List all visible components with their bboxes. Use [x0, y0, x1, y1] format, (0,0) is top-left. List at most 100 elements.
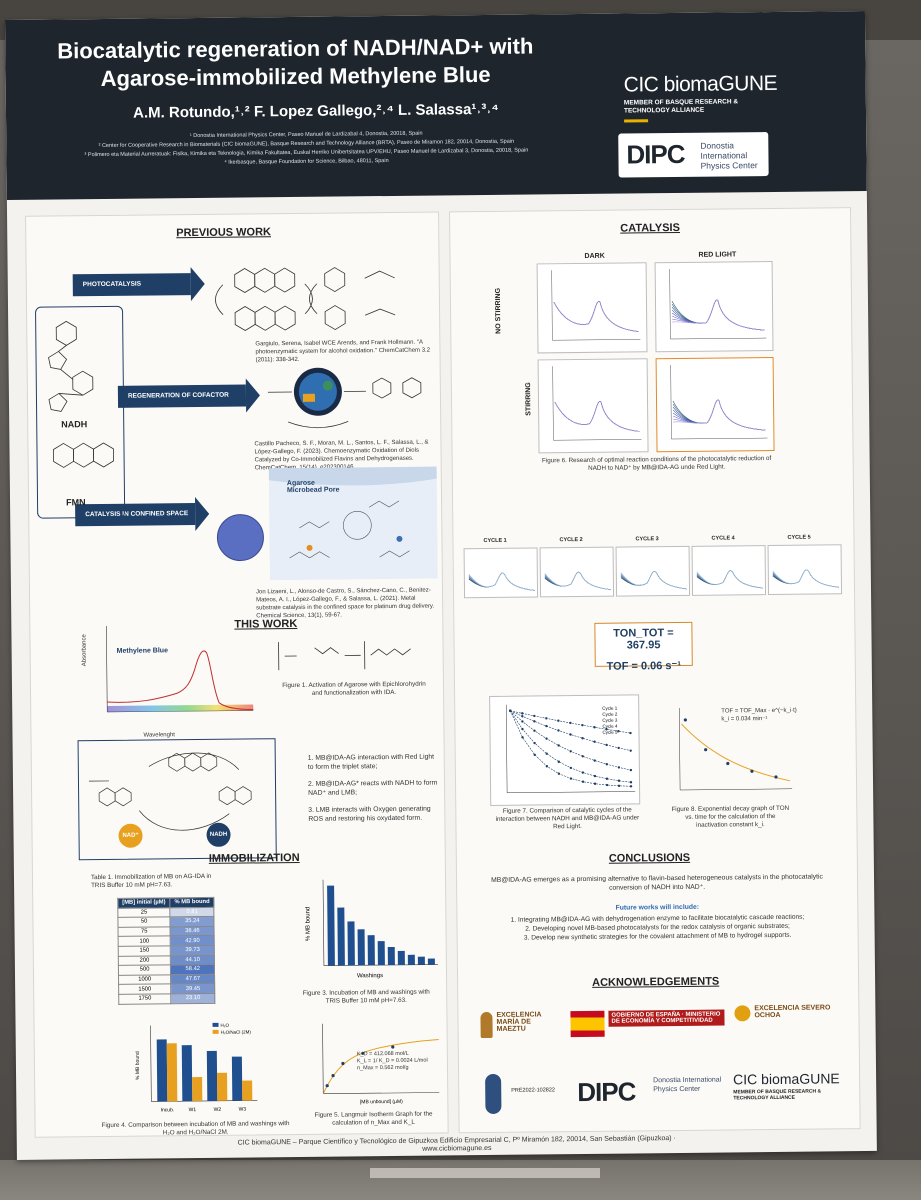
- paper-strip: [370, 1168, 600, 1178]
- uv-vis-spectra: [551, 270, 641, 341]
- spectrum-line: [772, 569, 840, 588]
- spectrum-line: [544, 571, 612, 590]
- conc-cell: 50: [117, 917, 171, 928]
- spectrum-line: [553, 301, 639, 332]
- cycle-label: CYCLE 5: [787, 534, 811, 541]
- dipc-ack-mark: DIPC: [577, 1076, 636, 1108]
- data-point: [726, 761, 730, 766]
- fig3-xlabel: Washings: [357, 973, 383, 979]
- stirring-label: STIRRING: [525, 382, 532, 416]
- figure-8-caption: Figure 8. Exponential decay graph of TON…: [671, 804, 790, 829]
- spectrum-line: [468, 572, 536, 591]
- agarose-activation-scheme: [278, 641, 411, 671]
- data-point: [331, 1074, 335, 1078]
- data-point: [629, 781, 633, 784]
- data-point: [593, 774, 597, 778]
- spectrum-line: [672, 399, 766, 431]
- cycle-label: CYCLE 3: [635, 536, 659, 543]
- cycle-label: CYCLE 1: [483, 537, 507, 545]
- bar: [387, 946, 395, 966]
- dipc-name: Donostia International Physics Center: [700, 140, 758, 171]
- fit-curve: [681, 723, 791, 782]
- mechanism-steps: 1. MB@IDA-AG interaction with Red Light …: [308, 753, 439, 824]
- fig4-tick: W3: [239, 1107, 247, 1113]
- table-header: [MB] initial (µM): [117, 897, 171, 908]
- cycle-plot: [539, 546, 615, 598]
- data-point: [325, 1084, 329, 1088]
- aei-icon: [485, 1073, 502, 1115]
- data-point: [617, 730, 620, 733]
- data-point: [533, 720, 536, 723]
- severo-icon: [734, 1005, 751, 1022]
- regeneration-label: REGENERATION OF COFACTOR: [127, 391, 229, 400]
- spectrum-line: [468, 572, 536, 591]
- agarose-label: Agarose Microbead Pore: [286, 479, 340, 495]
- percent-cell: 39.45: [170, 983, 216, 994]
- cic-logo: CIC biomaGUNE: [623, 71, 778, 97]
- spectrum-line: [671, 299, 765, 331]
- cycle-plot: [691, 545, 767, 596]
- uv-vis-spectra: [669, 269, 767, 340]
- spectrum-line: [772, 569, 840, 588]
- table-row: 1750 23.10: [118, 993, 216, 1004]
- severo-logo-text: EXCELENCIA SEVERO OCHOA: [754, 1004, 831, 1020]
- photocatalysis-arrow: PHOTOCATALYSIS: [72, 273, 191, 297]
- data-point: [557, 744, 560, 747]
- percent-cell: 23.10: [170, 993, 216, 1004]
- spectrum-line: [620, 571, 688, 590]
- spectrum-line: [772, 569, 840, 588]
- cic-ack-logo: CIC biomaGUNE: [733, 1070, 840, 1088]
- cycle-line: [509, 710, 632, 787]
- figure-3-caption: Figure 3. Incubation of MB and washings …: [302, 988, 430, 1005]
- figure-4-caption: Figure 4. Comparison between incubation …: [101, 1120, 290, 1137]
- poster-title: Biocatalytic regeneration of NADH/NAD+ w…: [25, 32, 566, 94]
- cic-ack-sub: MEMBER OF BASQUE RESEARCH & TECHNOLOGY A…: [733, 1088, 822, 1102]
- dipc-ack-name: Donostia International Physics Center: [653, 1076, 722, 1094]
- fmn-label: FMN: [66, 497, 86, 508]
- plot-red-no-stirring: [654, 260, 774, 353]
- uv-vis-spectra: [670, 365, 768, 440]
- nadh-fmn-structures: [48, 320, 115, 468]
- figure-3-chart: Washings % MB bound: [305, 879, 438, 979]
- percent-cell: 39.73: [170, 945, 215, 956]
- mechanism-box: [77, 738, 277, 861]
- data-point: [750, 769, 754, 773]
- cycle-plot: [463, 547, 539, 599]
- mechanism-scheme: [88, 752, 252, 831]
- fig4-legend: H₂O: [221, 1023, 230, 1028]
- conclusion-text: MB@IDA-AG emerges as a promising alterna…: [491, 873, 823, 892]
- bar-nacl: [166, 1043, 178, 1102]
- data-point: [704, 748, 708, 752]
- dipc-mark: DIPC: [626, 138, 685, 170]
- bar: [377, 941, 385, 966]
- bar-h2o: [206, 1050, 218, 1101]
- ton-tof-box: TON_TOT = 367.95 TOF = 0.06 s⁻¹: [594, 621, 693, 673]
- spectrum-line: [672, 299, 765, 331]
- section-conclusions: CONCLUSIONS: [608, 851, 691, 865]
- spectrum-line: [544, 571, 612, 590]
- spectrum-line: [620, 571, 688, 590]
- cycle-line: [510, 710, 632, 783]
- cofactor-box: NADH FMN: [35, 305, 126, 519]
- no-stirring-text: NO STIRRING: [494, 287, 503, 334]
- percent-cell: 47.67: [170, 974, 215, 985]
- plot-red-stirring: [655, 356, 775, 453]
- nadh-circle: NADH: [206, 822, 231, 847]
- bar-nacl: [192, 1076, 203, 1102]
- red-light-label: RED LIGHT: [698, 251, 737, 259]
- cycle-label: CYCLE 2: [559, 536, 583, 544]
- data-point: [629, 768, 633, 772]
- bar: [337, 907, 345, 966]
- spectrum-line: [772, 569, 840, 588]
- fig7-legend: Cycle 5: [602, 730, 618, 735]
- title-line-2: Agarose-immobilized Methylene Blue: [100, 61, 491, 92]
- figure-5-caption: Figure 5. Langmuir Isotherm Graph for th…: [314, 1110, 433, 1127]
- fig4-ylabel: % MB bound: [135, 1051, 141, 1080]
- percent-cell: 0.81: [170, 906, 215, 918]
- cycle-spectra: [544, 571, 612, 590]
- pre-grant-text: PRE2022-102822: [511, 1087, 556, 1094]
- agarose-microbead: [216, 514, 264, 562]
- spectrum-line: [672, 399, 766, 431]
- spectrum-line: [672, 399, 766, 431]
- absorbance-label: Absorbance: [81, 634, 88, 667]
